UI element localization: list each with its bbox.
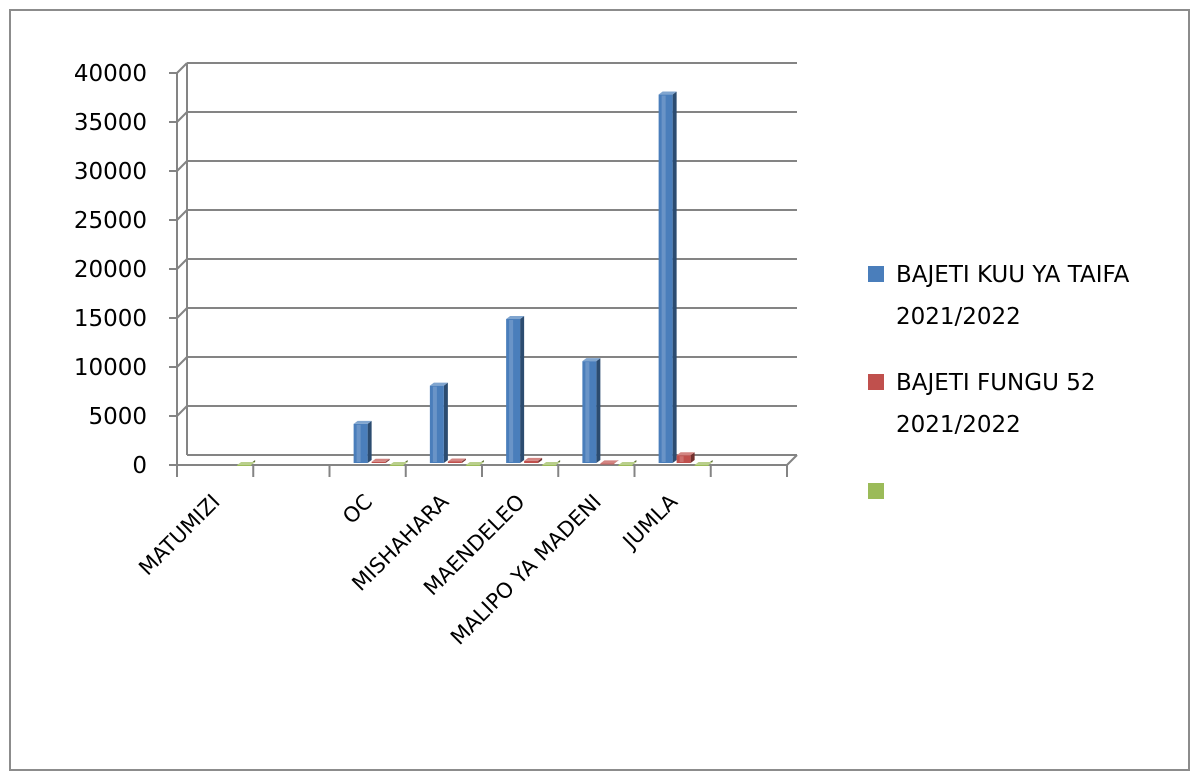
bar-top [389,462,408,465]
bar-top [542,462,561,465]
legend-swatch [868,266,884,282]
bar-side [520,315,525,463]
y-tick-label: 15000 [74,306,147,332]
bar-top [465,462,484,465]
bar-top [582,358,601,362]
floor-edge [786,454,798,466]
category-label: OC [338,490,377,529]
y-tick-label: 25000 [74,208,147,234]
legend-label: 2021/2022 [896,304,1021,330]
bar [618,465,633,466]
bar-top [506,315,525,319]
bar-top [353,420,372,424]
y-tick-label: 0 [132,453,147,479]
y-tick-label: 40000 [74,61,147,87]
y-tick-label: 30000 [74,159,147,185]
gridline-slant [176,307,188,319]
gridline-slant [176,209,188,221]
category-label: JUMLA [617,489,683,555]
bar [447,461,462,463]
gridline-slant [176,356,188,368]
bar-top [600,460,619,464]
bar-highlight [356,424,361,462]
gridline-slant [176,62,188,74]
bar-side [367,420,372,463]
bar-side [385,458,390,463]
bar-side [672,91,677,463]
legend-swatch [868,374,884,390]
gridline-slant [176,111,188,123]
legend-swatch [868,483,884,499]
bar-top [237,462,256,465]
bar [542,465,557,466]
y-tick-label: 35000 [74,110,147,136]
legend-label: BAJETI KUU YA TAIFA [896,262,1130,288]
legend-label: BAJETI FUNGU 52 [896,370,1095,396]
bar [389,465,404,466]
y-tick-label: 10000 [74,355,147,381]
bar [371,461,386,463]
bar-side [538,457,543,463]
category-label: MATUMIZI [134,490,224,580]
bar-highlight [585,362,590,462]
legend-label: 2021/2022 [896,412,1021,438]
bar-side [596,358,601,463]
y-tick-label: 20000 [74,257,147,283]
bar-top [429,382,448,386]
gridline-slant [176,160,188,172]
bar [694,465,709,466]
bar-side [443,382,448,463]
bar-top [658,91,677,95]
bar-top [447,458,466,462]
bar-highlight [679,456,684,462]
bar-top [618,462,637,465]
bar-highlight [432,386,437,462]
bar-top [371,458,390,462]
bar [465,465,480,466]
bar [524,460,539,463]
bar-side [461,458,466,463]
bar-highlight [509,319,514,462]
bar-top [524,457,543,461]
gridline-slant [176,258,188,270]
bar-top [676,452,695,456]
bar-highlight [661,95,666,462]
bar-top [694,462,713,465]
bar [237,465,252,466]
bar [600,463,615,465]
category-label: MALIPO YA MADENI [446,490,606,650]
y-tick-label: 5000 [88,404,147,430]
bar-side [690,452,695,463]
gridline-slant [176,405,188,417]
